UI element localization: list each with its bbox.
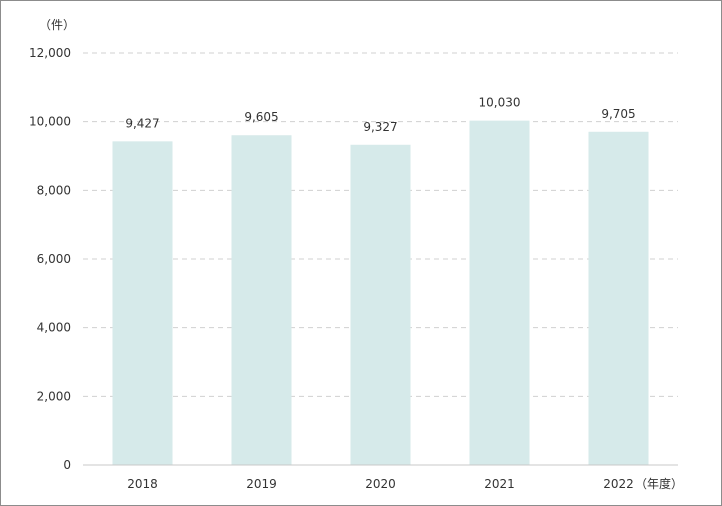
y-tick-label: 2,000	[37, 389, 71, 403]
value-label-2019: 9,605	[244, 110, 278, 124]
y-tick-label: 6,000	[37, 252, 71, 266]
x-axis-ticks: 2018 2019 2020 2021 2022	[127, 477, 634, 491]
y-tick-label: 0	[63, 458, 71, 472]
x-tick-label-2022: 2022	[603, 477, 634, 491]
bars	[112, 120, 649, 466]
bar-2019	[231, 135, 292, 465]
bar-2018	[112, 141, 173, 465]
x-tick-label-2018: 2018	[127, 477, 158, 491]
x-tick-label-2020: 2020	[365, 477, 396, 491]
value-label-2018: 9,427	[125, 116, 159, 130]
value-label-2020: 9,327	[363, 120, 397, 134]
y-axis-ticks: 0 2,000 4,000 6,000 8,000 10,000 12,000	[29, 46, 71, 472]
y-tick-label: 4,000	[37, 321, 71, 335]
value-label-2021: 10,030	[479, 96, 521, 110]
value-label-2022: 9,705	[601, 107, 635, 121]
bar-2022	[588, 131, 649, 466]
bar-2020	[350, 144, 411, 465]
x-unit-label: （年度）	[635, 476, 683, 491]
value-labels: 9,427 9,605 9,327 10,030 9,705	[125, 96, 635, 134]
y-tick-label: 12,000	[29, 46, 71, 60]
y-unit-label: （件）	[39, 18, 75, 32]
y-tick-label: 8,000	[37, 183, 71, 197]
x-tick-label-2021: 2021	[484, 477, 515, 491]
y-tick-label: 10,000	[29, 115, 71, 129]
bar-2021	[469, 120, 530, 466]
x-tick-label-2019: 2019	[246, 477, 277, 491]
